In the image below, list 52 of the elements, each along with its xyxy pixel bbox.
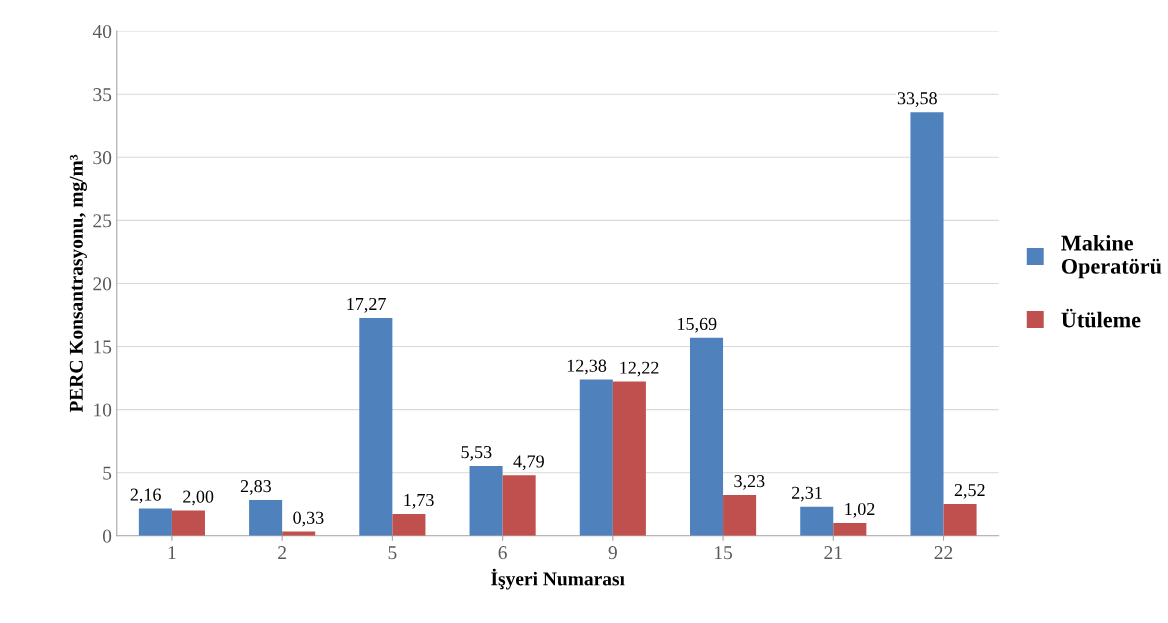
y-tick-label: 15 <box>94 340 112 354</box>
data-label: 2,83 <box>240 480 271 495</box>
bar <box>469 466 503 536</box>
y-tick-label: 10 <box>94 403 112 417</box>
x-tick-label: 9 <box>608 546 617 560</box>
legend-label: Makine Operatörü <box>1061 234 1162 279</box>
bar <box>690 337 724 536</box>
y-tick-label: 0 <box>102 529 112 543</box>
x-tick-label: 2 <box>278 546 286 559</box>
data-label: 2,52 <box>954 484 985 499</box>
bar <box>579 379 613 536</box>
legend-label: Ütüleme <box>1061 308 1141 328</box>
y-tick-label: 35 <box>93 88 112 102</box>
data-label: 1,02 <box>845 502 875 518</box>
data-label: 2,16 <box>130 488 161 504</box>
data-label: 1,73 <box>404 493 434 509</box>
x-tick-label: 15 <box>715 546 733 560</box>
bar <box>138 508 172 536</box>
data-label: 2,31 <box>792 486 822 502</box>
bar <box>723 495 757 536</box>
data-label: 0,33 <box>293 511 324 527</box>
data-label: 2,00 <box>183 490 214 506</box>
bar <box>171 510 205 536</box>
data-label: 33,58 <box>897 92 937 107</box>
data-label: 4,79 <box>513 455 544 471</box>
x-tick-label: 21 <box>824 546 842 559</box>
bar <box>910 112 944 536</box>
x-tick-label: 1 <box>168 546 176 559</box>
bar <box>800 506 834 536</box>
y-tick-label: 40 <box>92 24 112 39</box>
bar <box>502 475 536 536</box>
y-tick-label: 5 <box>103 466 112 480</box>
bar <box>943 503 977 536</box>
bar <box>359 317 393 536</box>
data-label: 15,69 <box>678 317 717 333</box>
x-tick-label: 5 <box>388 546 397 560</box>
y-tick-label: 20 <box>93 277 112 291</box>
data-label: 12,38 <box>567 359 607 375</box>
x-axis-title: İşyeri Numarası <box>491 568 625 590</box>
data-label: 17,27 <box>347 297 386 313</box>
data-label: 5,53 <box>461 446 492 461</box>
y-tick-label: 25 <box>93 214 112 228</box>
y-tick-label: 30 <box>93 151 112 165</box>
data-label: 12,22 <box>620 361 659 377</box>
bar <box>612 381 646 536</box>
y-axis-title: PERC Konsantrasyonu, mg/m³ <box>69 154 87 413</box>
bar <box>833 522 867 536</box>
bar <box>392 513 426 536</box>
x-tick-label: 6 <box>498 546 507 560</box>
bar <box>249 500 283 536</box>
x-tick-label: 22 <box>934 546 953 559</box>
data-label: 3,23 <box>734 475 765 490</box>
